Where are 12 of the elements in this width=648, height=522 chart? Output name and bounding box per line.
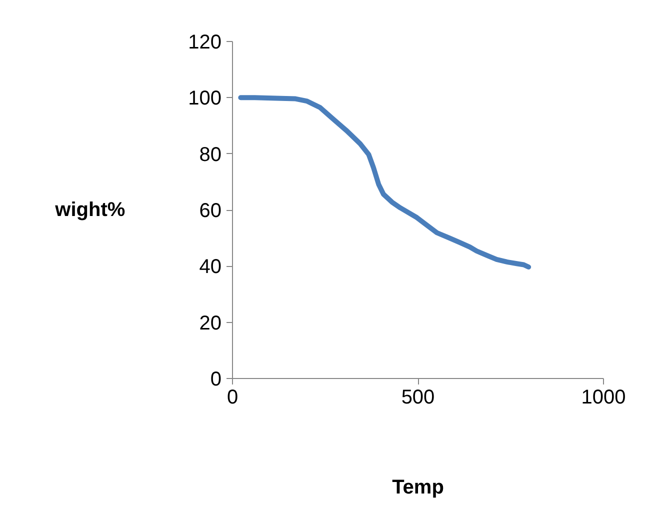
y-tick-label: 120 — [188, 32, 222, 54]
x-tick-label: 500 — [401, 386, 435, 408]
y-tick-label: 100 — [188, 88, 222, 110]
y-tick-label: 60 — [199, 200, 222, 222]
x-axis-title: Temp — [392, 476, 444, 498]
y-tick-label: 80 — [199, 144, 222, 166]
y-tick-label: 0 — [210, 368, 222, 390]
y-axis-title: wight% — [54, 199, 126, 221]
x-tick-label: 0 — [226, 386, 238, 408]
x-tick-label: 1000 — [581, 386, 626, 408]
y-tick-label: 20 — [199, 312, 222, 334]
y-tick-label: 40 — [199, 256, 222, 278]
